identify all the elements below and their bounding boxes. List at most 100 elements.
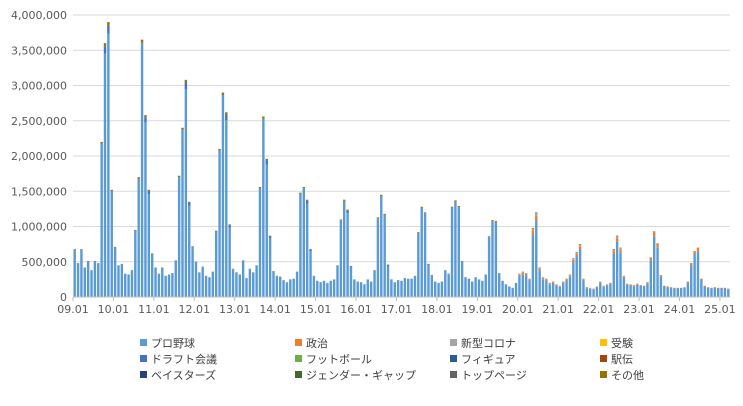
bar-segment-政治 xyxy=(532,231,534,235)
bar-segment-プロ野球 xyxy=(104,54,106,297)
bar-group-24.09 xyxy=(707,287,709,297)
bar-segment-プロ野球 xyxy=(144,123,146,297)
bar-segment-プロ野球 xyxy=(175,261,177,297)
y-tick-label: 1,000,000 xyxy=(11,221,67,234)
bar-segment-プロ野球 xyxy=(640,286,642,297)
bar-segment-プロ野球 xyxy=(619,253,621,297)
bar-segment-その他 xyxy=(454,200,456,201)
bar-segment-プロ野球 xyxy=(158,274,160,297)
bar-segment-プロ野球 xyxy=(94,261,96,297)
bar-group-24.08 xyxy=(704,286,706,297)
bar-group-14.08 xyxy=(299,193,301,297)
bar-segment-プロ野球 xyxy=(195,262,197,297)
bar-segment-プロ野球 xyxy=(542,279,544,297)
bar-segment-プロ野球 xyxy=(97,264,99,297)
x-tick-label: 21.01 xyxy=(542,303,574,316)
bar-segment-プロ野球 xyxy=(185,89,187,297)
bar-segment-ドラフト会議 xyxy=(148,191,150,194)
bar-segment-その他 xyxy=(458,206,460,207)
bar-group-11.04 xyxy=(164,276,166,297)
bar-group-20.03 xyxy=(525,273,527,297)
bar-group-13.10 xyxy=(266,159,268,297)
bar-segment-プロ野球 xyxy=(289,280,291,297)
bar-segment-プロ野球 xyxy=(444,271,446,297)
bar-segment-プロ野球 xyxy=(629,286,631,297)
legend-swatch xyxy=(450,371,457,378)
bar-segment-プロ野球 xyxy=(394,282,396,297)
bar-segment-プロ野球 xyxy=(232,269,234,297)
bar-segment-プロ野球 xyxy=(414,276,416,297)
bar-segment-プロ野球 xyxy=(724,288,726,297)
bar-segment-プロ野球 xyxy=(350,267,352,297)
bar-group-21.10 xyxy=(589,288,591,297)
bar-group-21.12 xyxy=(596,286,598,297)
bar-group-16.01 xyxy=(356,281,358,297)
bar-group-20.08 xyxy=(542,277,544,297)
bar-segment-その他 xyxy=(215,231,217,232)
bar-segment-その他 xyxy=(535,212,537,213)
bar-group-18.08 xyxy=(461,261,463,297)
bar-group-10.09 xyxy=(141,40,143,297)
bar-group-19.03 xyxy=(485,274,487,297)
bar-segment-新型コロナ xyxy=(569,275,571,276)
y-tick-label: 2,000,000 xyxy=(11,150,67,163)
bar-group-10.02 xyxy=(117,265,119,297)
bar-segment-プロ野球 xyxy=(255,266,257,297)
bar-group-18.05 xyxy=(451,207,453,297)
bar-group-17.06 xyxy=(414,276,416,297)
bar-segment-その他 xyxy=(346,210,348,211)
bar-segment-プロ野球 xyxy=(656,247,658,297)
bar-segment-プロ野球 xyxy=(303,188,305,297)
bar-group-15.02 xyxy=(319,282,321,297)
bar-group-18.06 xyxy=(454,200,456,297)
bar-segment-プロ野球 xyxy=(252,273,254,297)
bar-group-16.10 xyxy=(387,265,389,297)
bar-segment-プロ野球 xyxy=(511,288,513,297)
bar-segment-プロ野球 xyxy=(518,276,520,297)
bar-segment-プロ野球 xyxy=(239,275,241,297)
bar-group-12.10 xyxy=(225,112,227,297)
bar-group-13.11 xyxy=(269,236,271,297)
bar-group-14.03 xyxy=(282,280,284,297)
bar-segment-プロ野球 xyxy=(474,278,476,298)
bar-segment-政治 xyxy=(700,279,702,280)
bar-segment-プロ野球 xyxy=(323,281,325,297)
bar-segment-政治 xyxy=(552,282,554,283)
bar-group-18.04 xyxy=(447,274,449,297)
axes: 0500,0001,000,0001,500,0002,000,0002,500… xyxy=(11,9,736,316)
bar-segment-政治 xyxy=(602,286,604,287)
bar-segment-プロ野球 xyxy=(353,280,355,297)
bar-segment-政治 xyxy=(666,287,668,288)
bar-segment-その他 xyxy=(262,117,264,119)
bar-segment-新型コロナ xyxy=(616,236,618,238)
bar-segment-プロ野球 xyxy=(666,287,668,297)
y-tick-label: 500,000 xyxy=(22,256,68,269)
bar-segment-プロ野球 xyxy=(77,264,79,297)
bar-group-20.10 xyxy=(549,283,551,297)
bar-segment-プロ野球 xyxy=(235,273,237,297)
bar-segment-プロ野球 xyxy=(319,282,321,297)
bar-group-15.01 xyxy=(316,281,318,297)
bar-group-09.05 xyxy=(87,261,89,297)
bar-group-18.11 xyxy=(471,281,473,297)
bar-segment-プロ野球 xyxy=(249,269,251,297)
bar-segment-新型コロナ xyxy=(542,278,544,279)
bar-segment-プロ野球 xyxy=(313,276,315,297)
bar-group-10.12 xyxy=(151,253,153,297)
bar-group-17.05 xyxy=(410,279,412,297)
bar-segment-ドラフト会議 xyxy=(104,46,106,54)
bar-group-21.11 xyxy=(592,289,594,297)
bar-segment-プロ野球 xyxy=(468,279,470,297)
bar-segment-その他 xyxy=(151,253,153,254)
bar-group-24.05 xyxy=(693,251,695,297)
bar-segment-新型コロナ xyxy=(538,268,540,269)
bar-segment-プロ野球 xyxy=(532,235,534,297)
bar-group-23.09 xyxy=(666,286,668,297)
bar-segment-プロ野球 xyxy=(171,273,173,297)
bar-group-12.07 xyxy=(215,231,217,297)
bar-group-24.06 xyxy=(697,248,699,297)
bar-segment-政治 xyxy=(707,287,709,288)
bar-segment-プロ野球 xyxy=(464,278,466,298)
bar-group-09.03 xyxy=(80,249,82,297)
